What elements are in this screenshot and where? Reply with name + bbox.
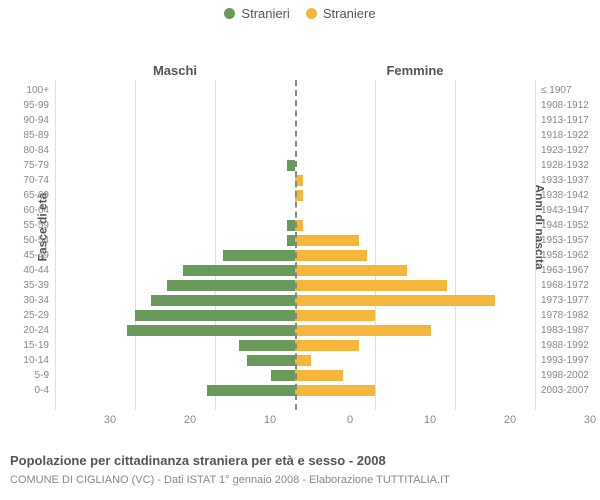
birth-year-label: 1913-1917 <box>541 114 589 127</box>
legend-label-male: Stranieri <box>241 6 289 21</box>
age-label: 85-89 <box>23 129 49 142</box>
bar-male <box>247 355 295 366</box>
birth-year-label: 1923-1927 <box>541 144 589 157</box>
birth-year-label: 1983-1987 <box>541 324 589 337</box>
x-tick-label: 30 <box>95 414 125 426</box>
birth-year-label: 2003-2007 <box>541 384 589 397</box>
age-label: 80-84 <box>23 144 49 157</box>
bar-male <box>135 310 295 321</box>
bar-female <box>295 310 375 321</box>
birth-year-label: 1993-1997 <box>541 354 589 367</box>
bar-female <box>295 385 375 396</box>
age-label: 35-39 <box>23 279 49 292</box>
x-tick-label: 20 <box>495 414 525 426</box>
bar-female <box>295 250 367 261</box>
birth-year-label: 1998-2002 <box>541 369 589 382</box>
header-female: Femmine <box>295 63 535 78</box>
age-label: 25-29 <box>23 309 49 322</box>
birth-year-label: 1963-1967 <box>541 264 589 277</box>
bar-male <box>287 220 295 231</box>
legend-item-female: Straniere <box>306 6 376 21</box>
bar-male <box>287 160 295 171</box>
bar-male <box>287 235 295 246</box>
age-label: 10-14 <box>23 354 49 367</box>
birth-year-label: 1988-1992 <box>541 339 589 352</box>
age-label: 55-59 <box>23 219 49 232</box>
birth-year-label: 1928-1932 <box>541 159 589 172</box>
bar-female <box>295 370 343 381</box>
bar-female <box>295 265 407 276</box>
center-line <box>295 80 297 410</box>
age-label: 70-74 <box>23 174 49 187</box>
bar-male <box>239 340 295 351</box>
bar-male <box>207 385 295 396</box>
age-label: 30-34 <box>23 294 49 307</box>
bar-female <box>295 280 447 291</box>
age-label: 75-79 <box>23 159 49 172</box>
age-label: 20-24 <box>23 324 49 337</box>
chart-title: Popolazione per cittadinanza straniera p… <box>10 453 386 468</box>
birth-year-label: 1953-1957 <box>541 234 589 247</box>
bar-male <box>127 325 295 336</box>
age-label: 90-94 <box>23 114 49 127</box>
birth-year-label: 1918-1922 <box>541 129 589 142</box>
x-tick-label: 30 <box>575 414 600 426</box>
gridline <box>535 80 536 410</box>
chart-subtitle: COMUNE DI CIGLIANO (VC) - Dati ISTAT 1° … <box>10 474 450 486</box>
age-label: 0-4 <box>35 384 49 397</box>
birth-year-label: 1933-1937 <box>541 174 589 187</box>
plot-area: 100+≤ 190795-991908-191290-941913-191785… <box>55 80 535 410</box>
age-label: 60-64 <box>23 204 49 217</box>
bar-male <box>151 295 295 306</box>
bar-male <box>271 370 295 381</box>
bar-male <box>183 265 295 276</box>
bar-female <box>295 295 495 306</box>
bar-male <box>223 250 295 261</box>
birth-year-label: 1908-1912 <box>541 99 589 112</box>
population-pyramid-chart: Stranieri Straniere Maschi Femmine Fasce… <box>0 0 600 500</box>
age-label: 50-54 <box>23 234 49 247</box>
age-label: 15-19 <box>23 339 49 352</box>
x-tick-label: 20 <box>175 414 205 426</box>
x-tick-label: 10 <box>415 414 445 426</box>
birth-year-label: ≤ 1907 <box>541 84 572 97</box>
birth-year-label: 1968-1972 <box>541 279 589 292</box>
chart-area: Maschi Femmine Fasce di età Anni di nasc… <box>55 30 535 430</box>
age-label: 40-44 <box>23 264 49 277</box>
birth-year-label: 1943-1947 <box>541 204 589 217</box>
age-label: 95-99 <box>23 99 49 112</box>
legend-label-female: Straniere <box>323 6 376 21</box>
legend-swatch-male <box>224 8 235 19</box>
birth-year-label: 1938-1942 <box>541 189 589 202</box>
age-label: 45-49 <box>23 249 49 262</box>
age-label: 65-69 <box>23 189 49 202</box>
x-tick-label: 10 <box>255 414 285 426</box>
bar-female <box>295 235 359 246</box>
x-tick-label: 0 <box>335 414 365 426</box>
birth-year-label: 1958-1962 <box>541 249 589 262</box>
birth-year-label: 1978-1982 <box>541 309 589 322</box>
bar-female <box>295 355 311 366</box>
age-label: 100+ <box>26 84 49 97</box>
bar-female <box>295 340 359 351</box>
legend-swatch-female <box>306 8 317 19</box>
legend: Stranieri Straniere <box>0 6 600 21</box>
bar-female <box>295 325 431 336</box>
bar-male <box>167 280 295 291</box>
header-male: Maschi <box>55 63 295 78</box>
legend-item-male: Stranieri <box>224 6 289 21</box>
birth-year-label: 1948-1952 <box>541 219 589 232</box>
birth-year-label: 1973-1977 <box>541 294 589 307</box>
age-label: 5-9 <box>35 369 49 382</box>
